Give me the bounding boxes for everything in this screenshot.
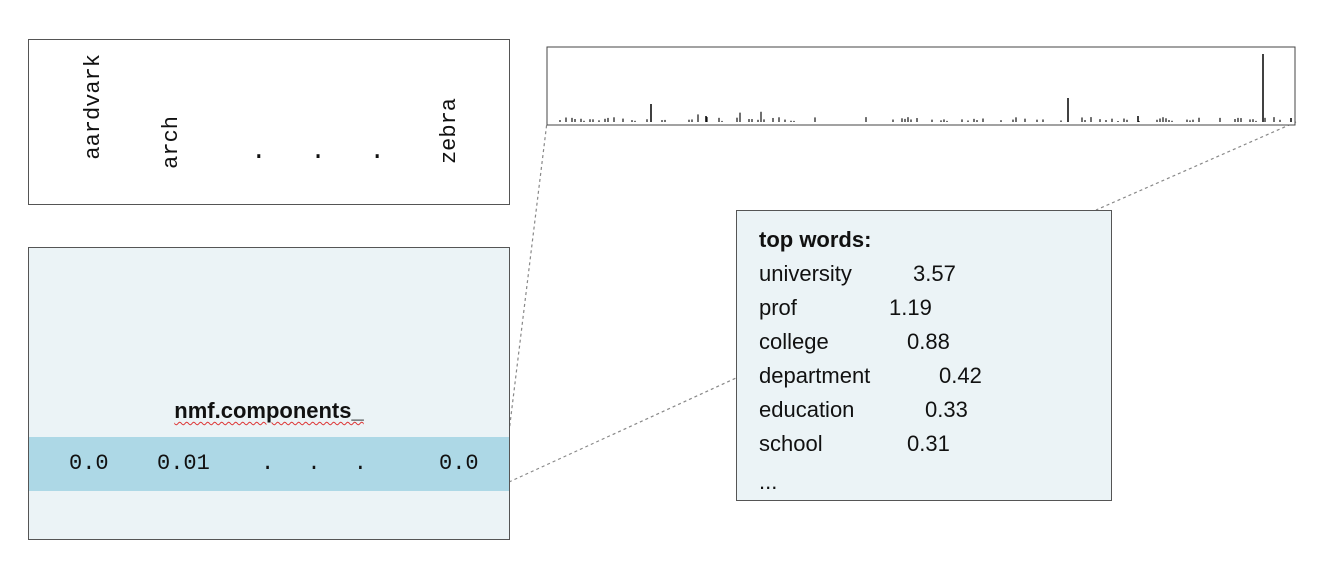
component-value: 0.01 [157,451,210,476]
top-words-more: ... [759,469,778,494]
top-word-value: 0.42 [939,363,982,388]
vocab-word: zebra [437,98,462,165]
top-word-value: 0.88 [907,329,950,354]
top-word-value: 0.31 [907,431,950,456]
components-box: nmf.components_ 0.0 0.01 . . . 0.0 [28,247,510,540]
connector-line [508,121,548,433]
component-histogram [546,46,1296,126]
top-word-value: 1.19 [889,295,932,320]
top-word: university [759,261,852,286]
connector-line [508,377,737,483]
top-word-value: 3.57 [913,261,956,286]
component-ellipsis: . . . [261,451,378,476]
histogram-svg [546,46,1296,126]
components-title: nmf.components_ [174,398,364,423]
vocabulary-box: aardvark arch . . . zebra [28,39,510,205]
top-word: college [759,329,829,354]
top-words-title: top words: [759,227,872,252]
component-value: 0.0 [439,451,479,476]
top-word: prof [759,295,797,320]
histogram-frame [546,46,1296,126]
vocab-ellipsis: . . . [251,136,400,166]
component-row: 0.0 0.01 . . . 0.0 [29,437,509,491]
vocab-word: aardvark [81,54,106,160]
top-word: school [759,431,823,456]
top-word-value: 0.33 [925,397,968,422]
component-value: 0.0 [69,451,109,476]
top-word: education [759,397,855,422]
vocab-word: arch [159,116,184,169]
top-words-box: top words: university 3.57 prof 1.19 col… [736,210,1112,501]
connector-line [1095,121,1297,211]
top-word: department [759,363,871,388]
